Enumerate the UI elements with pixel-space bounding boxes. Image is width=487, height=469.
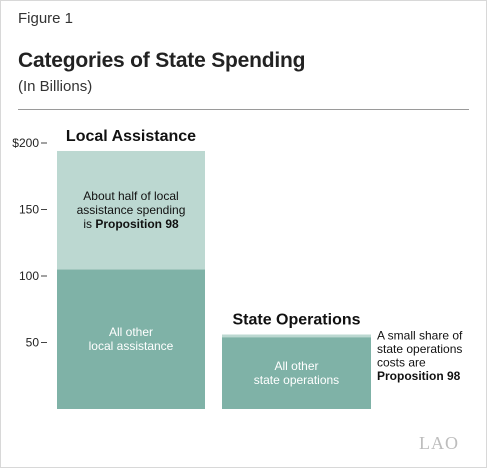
segment-label-other: All other state operations: [254, 359, 339, 387]
lao-logo: LAO: [419, 433, 459, 453]
bar-segment-prop98-local-assistance: [57, 150, 205, 270]
y-tick-label: 50: [26, 336, 40, 350]
bar-segment-other-local-assistance: [57, 269, 205, 409]
category-label: Local Assistance: [66, 128, 196, 145]
annotation-text: A small share of state operations costs ar…: [377, 329, 463, 384]
category-label: State Operations: [232, 312, 360, 329]
bar-segment-other-state-operations: [222, 337, 371, 409]
y-tick-label: 150: [19, 203, 39, 217]
segment-label-prop98: About half of local assistance spending is…: [77, 189, 186, 231]
segment-label-other: All other local assistance: [89, 325, 174, 353]
figure-label: Figure 1: [18, 10, 74, 27]
bar-segment-prop98-state-operations: [222, 334, 371, 338]
y-tick-label: $200: [12, 136, 39, 150]
title-divider: [18, 109, 469, 110]
chart-subtitle: (In Billions): [18, 78, 93, 95]
chart-title: Categories of State Spending: [18, 49, 306, 72]
y-tick-label: 100: [19, 269, 39, 283]
